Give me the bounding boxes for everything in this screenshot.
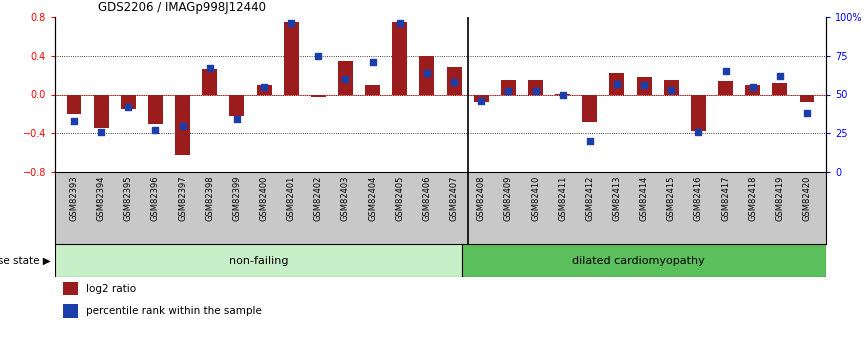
Bar — [582, 95, 598, 122]
Bar — [772, 83, 787, 95]
Text: GSM82402: GSM82402 — [313, 176, 323, 221]
Text: GSM82395: GSM82395 — [124, 176, 132, 221]
Text: GSM82418: GSM82418 — [748, 176, 757, 221]
Bar — [528, 80, 543, 95]
Point — [420, 70, 434, 76]
Point — [94, 129, 108, 135]
Text: GSM82415: GSM82415 — [667, 176, 675, 221]
Text: GSM82407: GSM82407 — [449, 176, 459, 221]
Point — [257, 84, 271, 89]
Bar — [718, 81, 733, 95]
Bar — [746, 85, 760, 95]
Bar — [284, 22, 299, 95]
Bar — [55, 244, 462, 277]
Bar — [148, 95, 163, 124]
Bar — [311, 95, 326, 97]
Bar — [664, 80, 679, 95]
Bar — [121, 95, 136, 109]
Bar — [392, 22, 407, 95]
Point — [176, 123, 190, 128]
Bar — [474, 95, 488, 102]
Bar — [229, 95, 244, 116]
Bar — [67, 95, 81, 114]
Text: GSM82411: GSM82411 — [559, 176, 567, 221]
Bar — [799, 95, 814, 102]
Bar — [256, 85, 272, 95]
Point — [800, 110, 814, 116]
Bar — [555, 93, 570, 95]
Point — [203, 66, 216, 71]
Bar — [610, 73, 624, 95]
Point — [719, 69, 733, 74]
Bar — [203, 69, 217, 95]
Point — [501, 89, 515, 94]
Bar — [462, 244, 826, 277]
Point — [230, 117, 244, 122]
Text: GSM82406: GSM82406 — [423, 176, 431, 221]
Point — [475, 98, 488, 104]
Bar — [447, 67, 462, 95]
Bar — [338, 61, 353, 95]
Text: GSM82398: GSM82398 — [205, 176, 214, 221]
Text: GSM82401: GSM82401 — [287, 176, 295, 221]
Bar — [419, 56, 435, 95]
Bar — [637, 77, 651, 95]
Text: GSM82397: GSM82397 — [178, 176, 187, 221]
Point — [691, 129, 705, 135]
Point — [365, 59, 379, 65]
Point — [149, 127, 163, 133]
Text: GSM82403: GSM82403 — [341, 176, 350, 221]
Bar — [94, 95, 108, 128]
Text: GDS2206 / IMAGp998J12440: GDS2206 / IMAGp998J12440 — [99, 1, 267, 13]
Text: log2 ratio: log2 ratio — [86, 284, 136, 294]
Text: GSM82419: GSM82419 — [775, 176, 785, 221]
Bar — [62, 304, 78, 318]
Point — [528, 89, 542, 94]
Point — [556, 92, 570, 97]
Text: GSM82399: GSM82399 — [232, 176, 242, 221]
Point — [121, 104, 135, 110]
Text: GSM82414: GSM82414 — [640, 176, 649, 221]
Point — [773, 73, 787, 79]
Bar — [501, 80, 516, 95]
Text: GSM82412: GSM82412 — [585, 176, 594, 221]
Text: GSM82396: GSM82396 — [151, 176, 160, 221]
Text: GSM82409: GSM82409 — [504, 176, 513, 221]
Text: GSM82405: GSM82405 — [395, 176, 404, 221]
Text: percentile rank within the sample: percentile rank within the sample — [86, 306, 262, 316]
Text: GSM82404: GSM82404 — [368, 176, 377, 221]
Bar — [175, 95, 190, 155]
Text: GSM82408: GSM82408 — [476, 176, 486, 221]
Text: GSM82394: GSM82394 — [97, 176, 106, 221]
Bar — [62, 282, 78, 295]
Text: non-failing: non-failing — [229, 256, 288, 266]
Point — [447, 79, 461, 85]
Text: GSM82410: GSM82410 — [531, 176, 540, 221]
Text: GSM82413: GSM82413 — [612, 176, 622, 221]
Point — [393, 20, 407, 26]
Point — [312, 53, 326, 59]
Point — [610, 81, 624, 86]
Text: disease state ▶: disease state ▶ — [0, 256, 51, 266]
Point — [339, 76, 352, 82]
Point — [637, 82, 651, 88]
Bar — [365, 85, 380, 95]
Text: GSM82393: GSM82393 — [69, 176, 79, 221]
Point — [284, 20, 298, 26]
Text: GSM82420: GSM82420 — [803, 176, 811, 221]
Text: GSM82400: GSM82400 — [260, 176, 268, 221]
Point — [746, 84, 759, 89]
Point — [664, 87, 678, 92]
Text: GSM82417: GSM82417 — [721, 176, 730, 221]
Point — [67, 118, 81, 124]
Point — [583, 138, 597, 144]
Text: GSM82416: GSM82416 — [694, 176, 703, 221]
Text: dilated cardiomyopathy: dilated cardiomyopathy — [572, 256, 705, 266]
Bar — [691, 95, 706, 131]
